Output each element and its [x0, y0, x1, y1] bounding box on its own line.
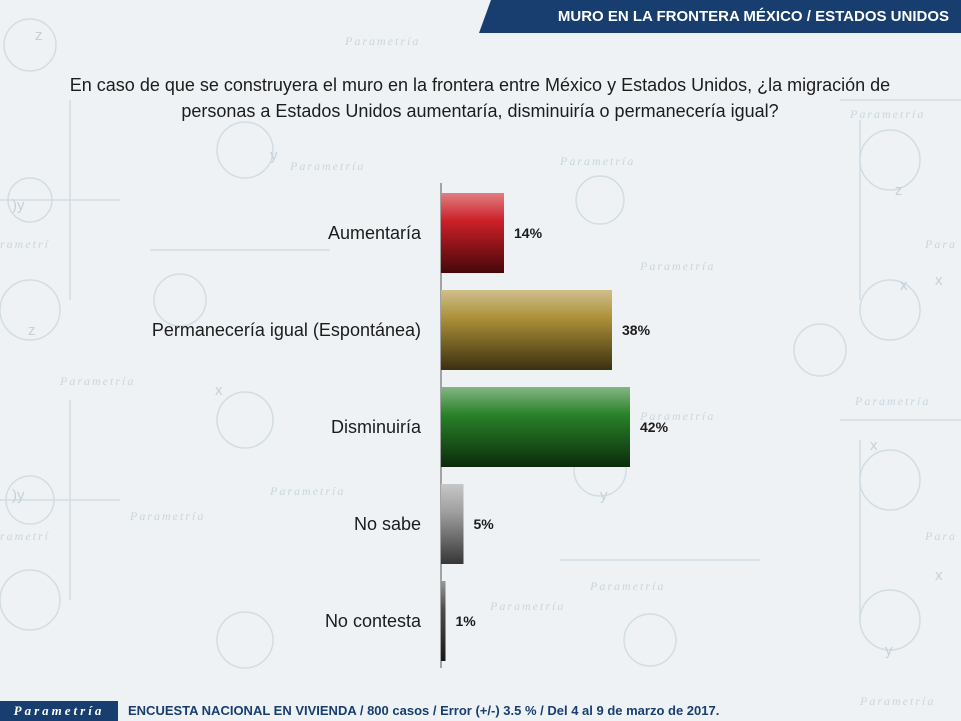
question-line-1: En caso de que se construyera el muro en… [69, 75, 891, 95]
survey-question: En caso de que se construyera el muro en… [20, 72, 940, 124]
bar-0 [441, 193, 504, 273]
category-label: No contesta [325, 611, 422, 631]
value-label: 1% [456, 613, 477, 629]
category-label: Disminuiría [331, 417, 422, 437]
parametria-logo: Parametría [0, 701, 118, 721]
category-label: No sabe [354, 514, 421, 534]
question-line-2: personas a Estados Unidos aumentaría, di… [181, 101, 779, 121]
header-banner: MURO EN LA FRONTERA MÉXICO / ESTADOS UNI… [479, 0, 961, 33]
bar-3 [441, 484, 464, 564]
value-label: 38% [622, 322, 651, 338]
category-label: Permanecería igual (Espontánea) [152, 320, 421, 340]
value-label: 5% [474, 516, 495, 532]
bar-1 [441, 290, 612, 370]
value-label: 14% [514, 225, 543, 241]
bar-2 [441, 387, 630, 467]
value-label: 42% [640, 419, 669, 435]
header-title: MURO EN LA FRONTERA MÉXICO / ESTADOS UNI… [557, 8, 949, 25]
bar-4 [441, 581, 446, 661]
category-label: Aumentaría [328, 223, 422, 243]
footer-survey-info: ENCUESTA NACIONAL EN VIVIENDA / 800 caso… [128, 703, 720, 718]
